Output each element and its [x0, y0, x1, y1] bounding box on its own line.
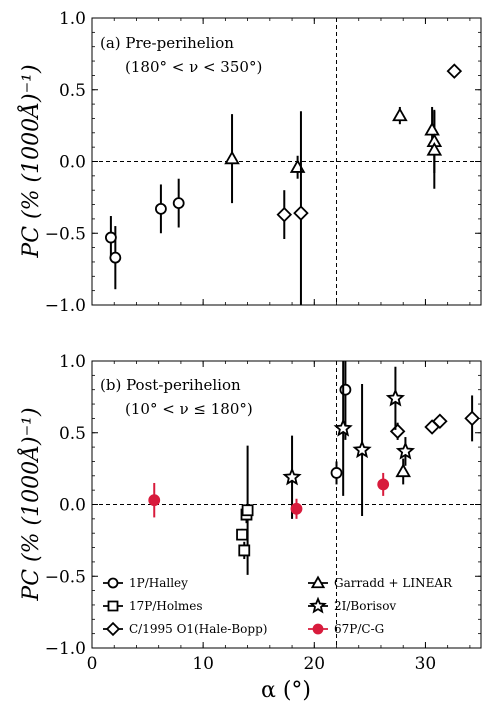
- panel-pre-perihelion: −1.0 −0.5 0.0 0.5 1.0 (a) Pre-perihelion (18…: [16, 9, 482, 316]
- y-tick-label: 1.0: [59, 352, 86, 372]
- y-tick-label: 1.0: [59, 9, 86, 29]
- panel-a-subtitle: (180° < ν < 350°): [125, 58, 262, 76]
- data-point-67p-c-g: [148, 494, 161, 507]
- data-point-1p-halley: [339, 383, 352, 396]
- legend-label-c-1995-o1-hale-bopp: C/1995 O1(Hale-Bopp): [129, 622, 267, 636]
- y-tick-label: 0.5: [59, 424, 86, 444]
- legend-marker-c-1995-o1-hale-bopp: [105, 621, 121, 637]
- data-point-c-1995-o1-hale-bopp: [464, 410, 480, 427]
- data-point-1p-halley: [104, 231, 117, 244]
- data-point-c-1995-o1-hale-bopp: [389, 423, 406, 440]
- legend-label-17p-holmes: 17P/Holmes: [129, 599, 203, 613]
- y-tick-label: 0.0: [59, 153, 86, 173]
- panel-a-title: (a) Pre-perihelion: [100, 34, 234, 52]
- data-point-1p-halley: [109, 251, 122, 264]
- legend-label-2i-borisov: 2I/Borisov: [334, 599, 396, 613]
- y-tick-label: 0.0: [59, 496, 86, 516]
- data-point-1p-halley: [155, 202, 167, 215]
- data-point-2i-borisov: [385, 388, 406, 407]
- data-point-c-1995-o1-hale-bopp: [446, 63, 463, 79]
- data-point-garradd-linear: [289, 159, 306, 173]
- data-point-2i-borisov: [352, 439, 372, 459]
- legend-marker-garradd-linear: [310, 575, 326, 589]
- y-tick-label: −0.5: [45, 567, 86, 587]
- legend-marker-17p-holmes: [107, 600, 119, 612]
- data-point-2i-borisov: [333, 418, 353, 437]
- panel-a-ylabel: PC (% (1000Å)⁻¹): [16, 64, 44, 258]
- y-tick-label: −0.5: [45, 224, 86, 244]
- x-tick-label: 0: [87, 654, 98, 674]
- data-point-garradd-linear: [392, 107, 408, 122]
- legend-marker-1p-halley: [107, 577, 119, 589]
- data-point-c-1995-o1-hale-bopp: [293, 205, 309, 221]
- data-point-c-1995-o1-hale-bopp: [432, 413, 448, 430]
- data-point-17p-holmes: [241, 504, 254, 517]
- data-point-1p-halley: [172, 197, 185, 210]
- legend-marker-2i-borisov: [309, 596, 327, 614]
- x-axis-label: α (°): [261, 678, 311, 703]
- data-point-2i-borisov: [395, 441, 416, 460]
- legend-label-1p-halley: 1P/Halley: [129, 576, 188, 590]
- legend-label-67p-c-g: 67P/C-G: [334, 622, 384, 636]
- panel-post-perihelion: −1.0 −0.5 0.0 0.5 1.0 0 10 20 30 (b) Post-perihe…: [16, 352, 482, 703]
- data-point-garradd-linear: [395, 463, 412, 478]
- x-tick-label: 10: [192, 654, 214, 674]
- data-point-2i-borisov: [282, 467, 302, 486]
- x-tick-label: 20: [303, 654, 325, 674]
- data-point-17p-holmes: [236, 528, 248, 541]
- legend: 1P/Halley 17P/Holmes C/1995 O1(Hale-Bopp) G…: [103, 575, 453, 637]
- data-point-67p-c-g: [290, 502, 303, 515]
- data-point-garradd-linear: [424, 121, 440, 136]
- data-point-17p-holmes: [238, 544, 251, 557]
- legend-label-garradd-linear: Garradd + LINEAR: [334, 576, 453, 590]
- x-tick-label: 30: [415, 654, 437, 674]
- y-tick-label: 0.5: [59, 81, 86, 101]
- y-tick-label: −1.0: [45, 639, 86, 659]
- data-point-67p-c-g: [377, 478, 390, 491]
- data-point-garradd-linear: [426, 141, 443, 156]
- panel-b-ylabel: PC (% (1000Å)⁻¹): [16, 407, 44, 601]
- legend-marker-67p-c-g: [312, 623, 324, 635]
- data-point-1p-halley: [330, 467, 343, 479]
- y-tick-label: −1.0: [45, 296, 86, 316]
- data-point-garradd-linear: [224, 150, 240, 165]
- data-point-c-1995-o1-hale-bopp: [276, 206, 293, 223]
- panel-b-title: (b) Post-perihelion: [100, 376, 241, 394]
- panel-b-subtitle: (10° < ν ≤ 180°): [125, 400, 253, 418]
